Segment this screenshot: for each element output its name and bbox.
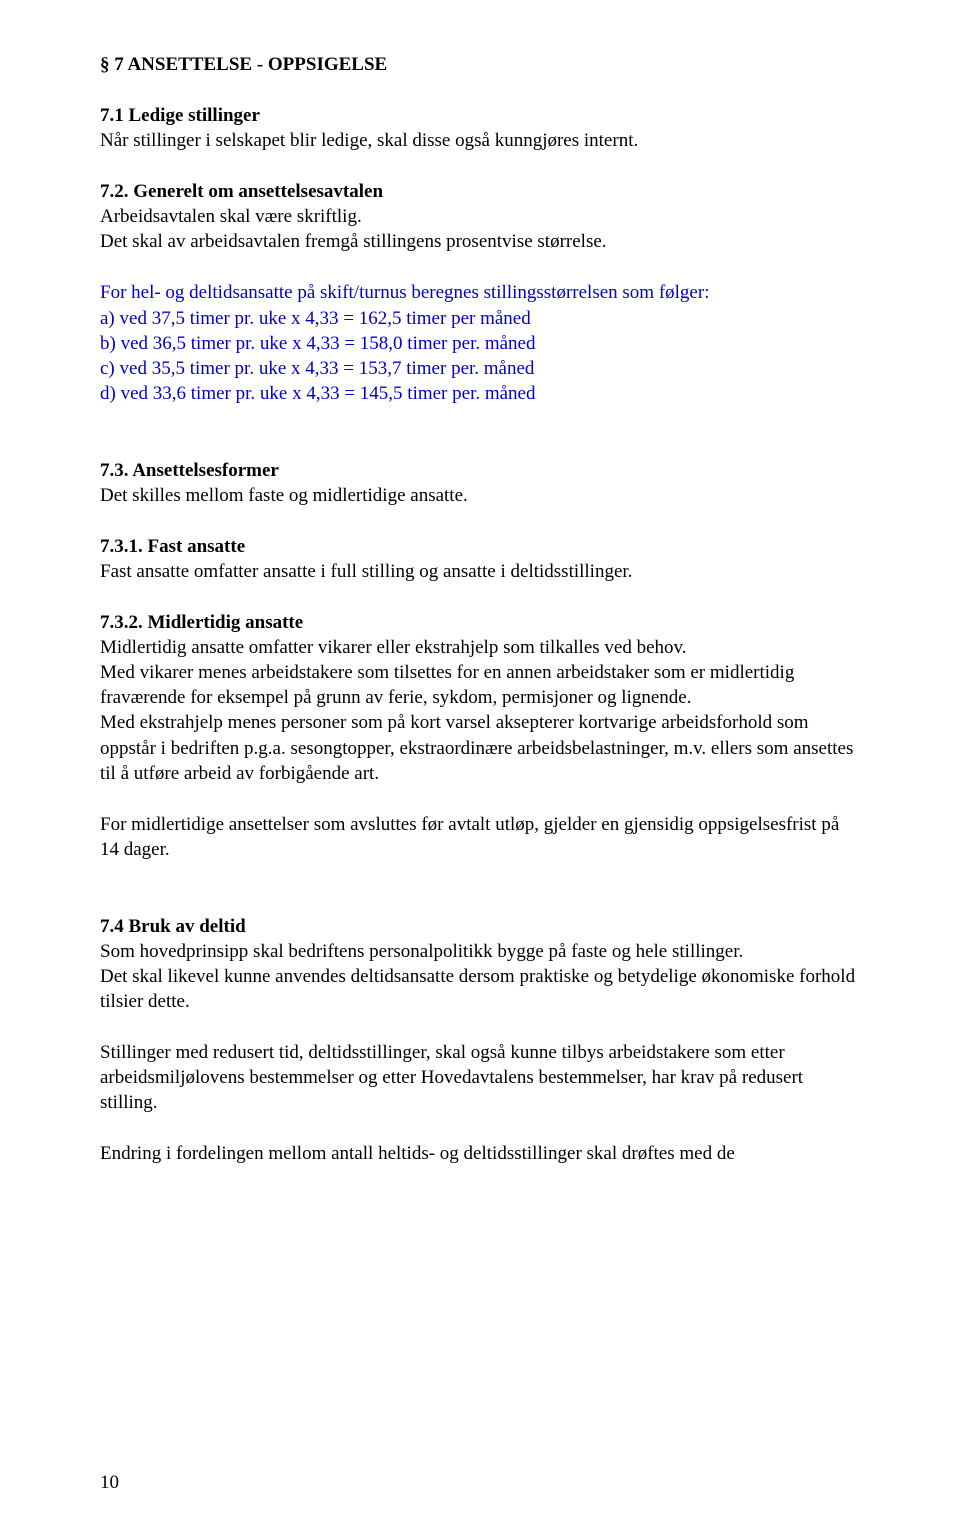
body-7-3-2-p4: For midlertidige ansettelser som avslutt… [100,812,860,862]
page-number: 10 [100,1470,119,1495]
body-7-3-1: Fast ansatte omfatter ansatte i full sti… [100,559,860,584]
heading-7-4: 7.4 Bruk av deltid [100,914,860,939]
heading-7-2: 7.2. Generelt om ansettelsesavtalen [100,179,860,204]
body-7-2-line1: Arbeidsavtalen skal være skriftlig. [100,204,860,229]
body-7-3-2-p1: Midlertidig ansatte omfatter vikarer ell… [100,635,860,660]
body-7-4-p4: Endring i fordelingen mellom antall helt… [100,1141,860,1166]
body-7-4-p2: Det skal likevel kunne anvendes deltidsa… [100,964,860,1014]
heading-7-3: 7.3. Ansettelsesformer [100,458,860,483]
body-7-2-blue-intro: For hel- og deltidsansatte på skift/turn… [100,280,860,305]
heading-7-3-1: 7.3.1. Fast ansatte [100,534,860,559]
body-7-4-p1: Som hovedprinsipp skal bedriftens person… [100,939,860,964]
body-7-2-line2: Det skal av arbeidsavtalen fremgå stilli… [100,229,860,254]
body-7-1: Når stillinger i selskapet blir ledige, … [100,128,860,153]
body-7-3: Det skilles mellom faste og midlertidige… [100,483,860,508]
body-7-2-item-c: c) ved 35,5 timer pr. uke x 4,33 = 153,7… [100,356,860,381]
heading-7-1: 7.1 Ledige stillinger [100,103,860,128]
body-7-2-item-a: a) ved 37,5 timer pr. uke x 4,33 = 162,5… [100,306,860,331]
body-7-2-item-d: d) ved 33,6 timer pr. uke x 4,33 = 145,5… [100,381,860,406]
body-7-2-item-b: b) ved 36,5 timer pr. uke x 4,33 = 158,0… [100,331,860,356]
heading-main: § 7 ANSETTELSE - OPPSIGELSE [100,52,860,77]
body-7-3-2-p2: Med vikarer menes arbeidstakere som tils… [100,660,860,710]
body-7-4-p3: Stillinger med redusert tid, deltidsstil… [100,1040,860,1115]
body-7-3-2-p3: Med ekstrahjelp menes personer som på ko… [100,710,860,785]
heading-7-3-2: 7.3.2. Midlertidig ansatte [100,610,860,635]
